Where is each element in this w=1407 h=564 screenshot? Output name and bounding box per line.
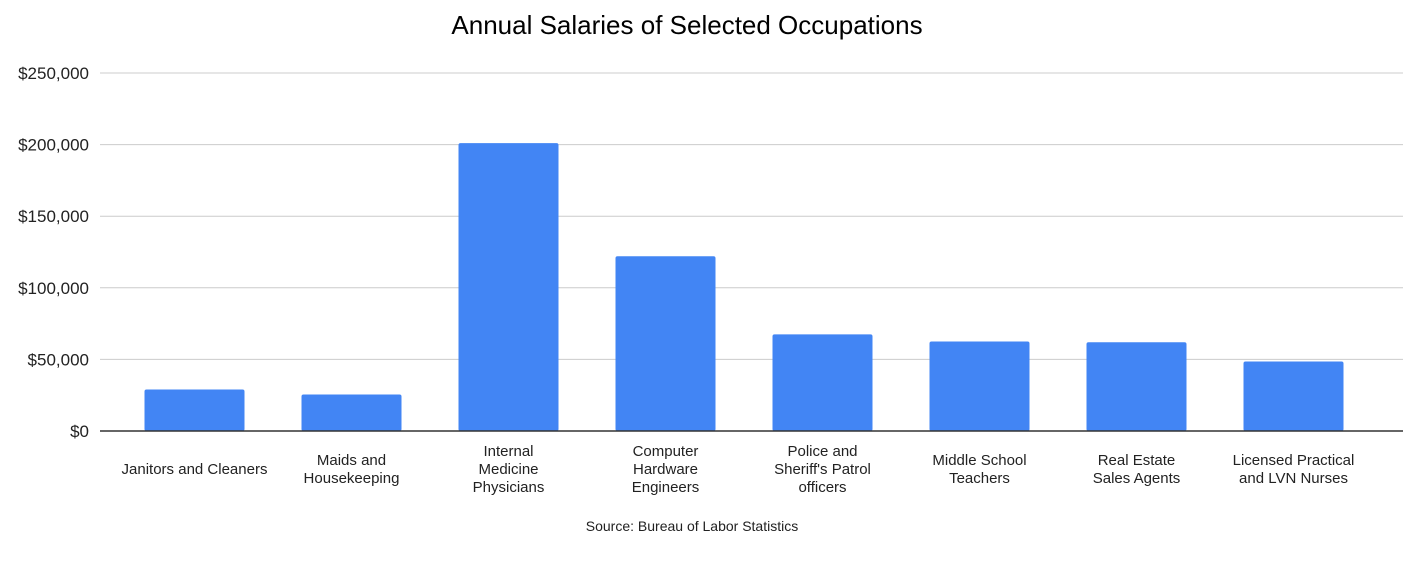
bar — [1086, 342, 1187, 431]
bar — [301, 394, 402, 431]
x-category-label: Real Estate Sales Agents — [1093, 452, 1181, 487]
x-category-label-line: and LVN Nurses — [1239, 470, 1348, 487]
bar — [458, 143, 559, 431]
gridlines — [100, 72, 1403, 360]
y-axis-tick-labels: $0 $50,000 $100,000 $150,000 $200,000 $250,00… — [18, 64, 89, 441]
x-category-label: Middle School Teachers — [932, 452, 1026, 487]
x-category-label-line: Internal — [483, 443, 533, 460]
x-category-label-line: Sheriff's Patrol — [774, 461, 871, 478]
x-category-label: Computer Hardware Engineers — [632, 443, 700, 496]
bar — [615, 256, 716, 431]
bar — [929, 341, 1030, 431]
bar — [144, 389, 245, 431]
bars — [144, 143, 1344, 431]
x-category-label-line: Teachers — [949, 470, 1010, 487]
x-category-label: Maids and Housekeeping — [304, 452, 400, 487]
x-category-label-line: Physicians — [473, 479, 545, 496]
bar — [1243, 361, 1344, 431]
y-tick-label: $50,000 — [28, 350, 89, 369]
x-category-label: Police and Sheriff's Patrol officers — [774, 443, 871, 496]
y-tick-label: $100,000 — [18, 279, 89, 298]
y-tick-label: $250,000 — [18, 64, 89, 83]
x-category-label-line: officers — [798, 479, 846, 496]
x-category-label-line: Hardware — [633, 461, 698, 478]
x-category-label-line: Janitors and Cleaners — [122, 461, 268, 478]
x-category-label-line: Engineers — [632, 479, 700, 496]
x-category-label-line: Computer — [633, 443, 699, 460]
y-tick-label: $150,000 — [18, 207, 89, 226]
x-category-label-line: Police and — [787, 443, 857, 460]
y-tick-label: $200,000 — [18, 136, 89, 155]
x-category-label: Internal Medicine Physicians — [473, 443, 545, 496]
y-tick-label: $0 — [70, 422, 89, 441]
x-category-label-line: Middle School — [932, 452, 1026, 469]
x-category-label-line: Licensed Practical — [1233, 452, 1355, 469]
bar — [772, 334, 873, 431]
x-category-label: Licensed Practical and LVN Nurses — [1233, 452, 1355, 487]
x-axis-category-labels: Janitors and Cleaners Maids and Housekeepi… — [122, 443, 1355, 496]
x-category-label-line: Maids and — [317, 452, 386, 469]
x-category-label-line: Sales Agents — [1093, 470, 1181, 487]
x-category-label: Janitors and Cleaners — [122, 461, 268, 478]
x-category-label-line: Real Estate — [1098, 452, 1176, 469]
x-category-label-line: Housekeeping — [304, 470, 400, 487]
source-label: Source: Bureau of Labor Statistics — [586, 518, 798, 534]
chart-title: Annual Salaries of Selected Occupations — [451, 10, 922, 40]
x-category-label-line: Medicine — [478, 461, 538, 478]
